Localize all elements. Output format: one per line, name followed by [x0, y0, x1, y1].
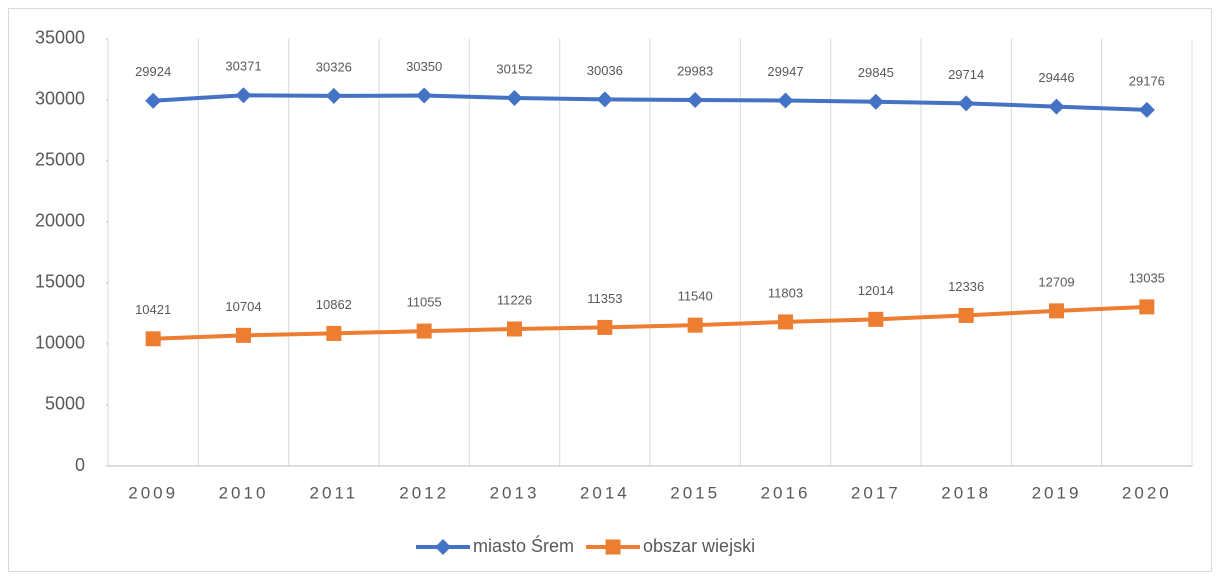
data-label: 30326 — [316, 59, 352, 74]
marker — [958, 95, 975, 112]
marker — [596, 91, 613, 108]
data-label: 11540 — [678, 289, 713, 304]
marker — [145, 331, 161, 347]
x-tick-label: 2010 — [219, 483, 269, 502]
legend-marker — [605, 539, 621, 555]
data-label: 30152 — [496, 61, 532, 76]
marker — [1048, 98, 1065, 115]
data-label: 29714 — [948, 67, 984, 82]
data-label: 11803 — [768, 285, 803, 300]
data-label: 11353 — [587, 291, 622, 306]
data-label: 12336 — [948, 279, 984, 294]
y-tick-label: 10000 — [35, 333, 85, 353]
data-label: 30371 — [225, 59, 261, 74]
data-label: 13035 — [1129, 270, 1165, 285]
x-tick-label: 2011 — [310, 483, 359, 502]
x-tick-label: 2018 — [941, 483, 991, 502]
marker — [325, 87, 342, 104]
marker — [1049, 303, 1064, 319]
y-tick-label: 25000 — [35, 150, 85, 170]
marker — [326, 325, 342, 341]
series-line — [153, 304, 1147, 341]
x-tick-label: 2009 — [128, 483, 178, 502]
data-label: 12014 — [858, 283, 894, 298]
x-tick-label: 2017 — [851, 483, 901, 502]
marker — [145, 92, 162, 109]
marker — [777, 92, 794, 109]
marker — [778, 314, 793, 330]
y-tick-label: 0 — [75, 455, 85, 475]
legend-label: miasto Śrem — [473, 535, 574, 556]
y-tick-label: 15000 — [35, 272, 85, 292]
x-tick-label: 2012 — [399, 483, 449, 502]
legend-label: obszar wiejski — [643, 536, 755, 556]
data-label: 29947 — [767, 64, 803, 79]
series-line — [153, 93, 1147, 112]
marker — [236, 327, 251, 343]
marker — [958, 307, 974, 323]
y-tick-label: 30000 — [35, 89, 85, 109]
data-label: 30350 — [406, 59, 442, 74]
legend-marker — [435, 539, 451, 555]
data-label: 29845 — [858, 65, 894, 80]
marker — [416, 323, 432, 339]
marker — [416, 87, 433, 104]
data-label: 29924 — [135, 64, 171, 79]
marker — [867, 93, 884, 110]
data-label: 10704 — [225, 299, 261, 314]
marker — [687, 92, 704, 109]
marker — [235, 87, 252, 104]
data-label: 11226 — [497, 292, 532, 307]
y-tick-label: 35000 — [35, 28, 85, 48]
x-tick-label: 2019 — [1032, 483, 1082, 502]
data-label: 10421 — [135, 302, 171, 317]
x-tick-label: 2015 — [670, 483, 720, 502]
data-label: 10862 — [316, 297, 352, 312]
x-tick-label: 2020 — [1122, 483, 1172, 502]
marker — [506, 89, 523, 106]
marker — [597, 319, 613, 335]
x-tick-label: 2014 — [580, 483, 630, 502]
x-tick-label: 2013 — [490, 483, 540, 502]
data-label: 29983 — [677, 63, 713, 78]
data-label: 29176 — [1129, 73, 1165, 88]
data-label: 30036 — [587, 63, 623, 78]
marker — [1138, 101, 1155, 118]
marker — [687, 317, 703, 333]
marker — [507, 321, 522, 337]
marker — [1139, 299, 1155, 315]
data-label: 29446 — [1038, 70, 1074, 85]
data-label: 12709 — [1038, 274, 1074, 289]
y-tick-label: 20000 — [35, 211, 85, 231]
marker — [868, 311, 884, 327]
x-tick-label: 2016 — [761, 483, 811, 502]
y-tick-label: 5000 — [45, 394, 85, 414]
data-label: 11055 — [407, 295, 442, 310]
